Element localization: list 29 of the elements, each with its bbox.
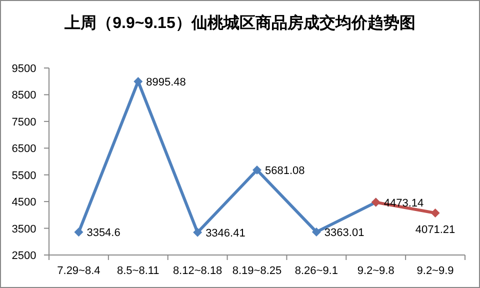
x-tick-label: 8.12~8.18 [172,265,222,277]
point [193,228,202,237]
x-tick-label: 8.26~9.1 [294,265,338,277]
point [252,166,262,175]
y-tick-label: 6500 [12,143,36,156]
x-tick-label: 8.19~8.25 [232,265,282,277]
data-label: 4473.14 [384,197,424,210]
data-label: 3354.6 [86,227,120,240]
x-tick-label: 7.29~8.4 [57,265,100,277]
point [312,227,321,236]
point [430,208,440,218]
y-tick-label: 2500 [12,250,36,262]
x-tick-label: 9.2~9.8 [357,265,394,277]
data-label: 8995.48 [146,76,186,88]
data-label: 3363.01 [324,226,364,239]
y-tick-label: 8500 [12,90,36,102]
chart-title: 上周（9.9~9.15）仙桃城区商品房成交均价趋势图 [64,13,416,32]
y-tick-label: 7500 [12,116,36,128]
data-label: 3346.41 [206,227,246,240]
y-tick-label: 3500 [12,223,36,236]
y-tick-label: 5500 [12,170,36,182]
point [74,228,84,237]
data-label: 4071.21 [415,224,456,236]
y-tick-label: 4500 [12,196,36,209]
point [134,76,143,86]
data-label: 5681.08 [265,165,305,178]
x-tick-label: 8.5~8.11 [116,265,160,277]
x-tick-label: 9.2~9.9 [416,265,454,277]
y-tick-label: 9500 [12,63,36,75]
